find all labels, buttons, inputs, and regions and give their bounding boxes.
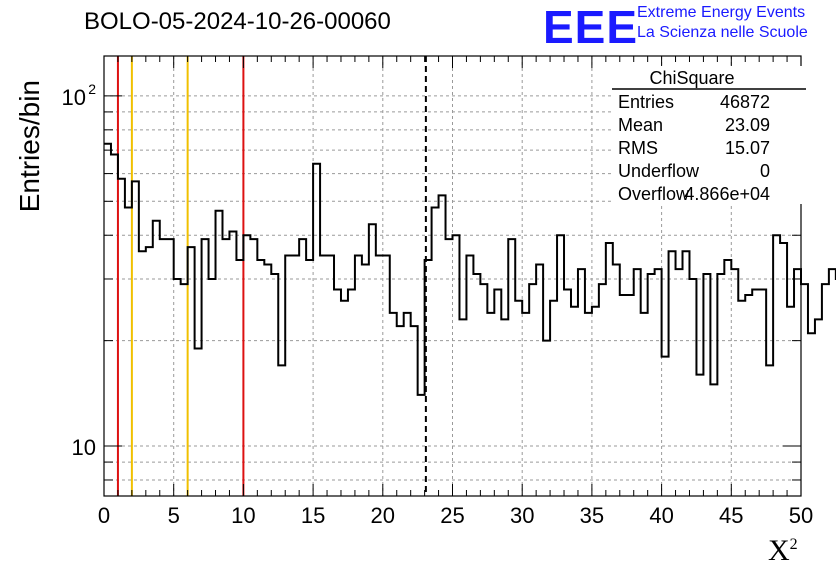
x-tick-label: 0 <box>98 503 110 528</box>
x-tick-label: 5 <box>168 503 180 528</box>
y-tick-label: 10 <box>72 435 96 460</box>
x-axis-label-text: X <box>768 534 790 567</box>
x-axis-label-superscript: 2 <box>789 536 798 553</box>
x-tick-label: 30 <box>510 503 534 528</box>
logo-subtitle-1: Extreme Energy Events <box>637 4 806 21</box>
eee-logo: EEE <box>543 1 639 53</box>
x-tick-label: 20 <box>371 503 395 528</box>
stat-value: 46872 <box>719 92 770 112</box>
y-tick-label-exponent: 2 <box>88 81 96 97</box>
stat-value: 0 <box>759 161 770 181</box>
stat-name: Mean <box>618 115 664 135</box>
stat-row-overflow: Overflow 4.866e+04 <box>618 184 770 207</box>
stat-name: Entries <box>618 92 675 112</box>
reference-lines <box>116 56 427 496</box>
stat-row-mean: Mean 23.09 <box>618 115 770 138</box>
x-tick-label: 50 <box>789 503 813 528</box>
x-tick-label: 10 <box>231 503 255 528</box>
stat-row-entries: Entries 46872 <box>618 92 770 115</box>
chart-title: BOLO-05-2024-10-26-00060 <box>84 8 391 35</box>
x-axis-label: X2 <box>768 534 798 568</box>
histogram-line <box>104 142 836 396</box>
statistics-box: ChiSquare Entries 46872 Mean 23.09 RMS 1… <box>612 66 806 204</box>
logo-subtitle-2: La Scienza nelle Scuole <box>637 24 808 41</box>
stat-value: 23.09 <box>724 115 770 135</box>
histogram-series <box>104 142 836 396</box>
stat-row-rms: RMS 15.07 <box>618 138 770 161</box>
x-tick-label: 15 <box>301 503 325 528</box>
x-tick-label: 25 <box>440 503 464 528</box>
stat-value: 4.866e+04 <box>684 184 770 204</box>
y-axis-label: Entries/bin <box>14 80 45 213</box>
stat-name: Overflow <box>618 184 690 204</box>
stats-title: ChiSquare <box>649 68 735 88</box>
x-tick-label: 40 <box>649 503 673 528</box>
stat-value: 15.07 <box>724 138 770 158</box>
x-tick-label: 45 <box>719 503 743 528</box>
stat-name: Underflow <box>618 161 700 181</box>
y-tick-label: 10 <box>62 85 86 110</box>
x-tick-label: 35 <box>580 503 604 528</box>
stat-name: RMS <box>618 138 658 158</box>
stat-row-underflow: Underflow 0 <box>618 161 770 184</box>
